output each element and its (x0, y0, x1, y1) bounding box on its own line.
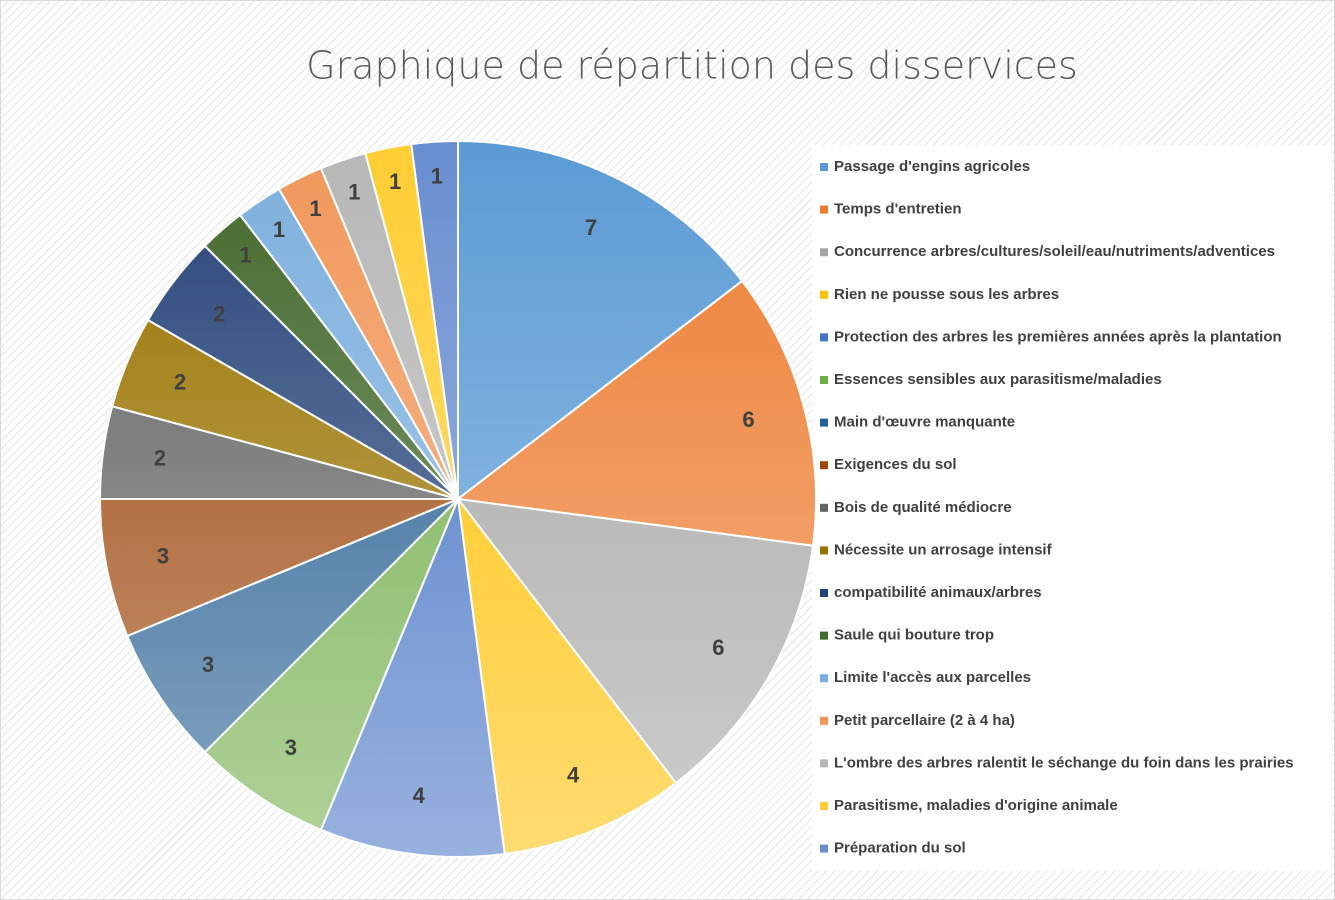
legend-label: compatibilité animaux/arbres (834, 584, 1042, 601)
legend-label: Petit parcellaire (2 à 4 ha) (834, 712, 1015, 729)
data-label: 3 (285, 735, 297, 760)
data-label: 1 (348, 180, 360, 205)
legend-swatch (820, 716, 828, 725)
data-label: 7 (585, 215, 597, 240)
data-label: 6 (712, 635, 724, 660)
legend-swatch (820, 759, 828, 768)
data-label: 4 (413, 783, 426, 808)
legend-swatch (820, 333, 828, 342)
legend-label: Bois de qualité médiocre (834, 499, 1012, 516)
legend-label: Exigences du sol (834, 456, 957, 473)
data-label: 4 (567, 763, 580, 788)
legend-label: Protection des arbres les premières anné… (834, 328, 1282, 345)
legend-swatch (820, 418, 828, 427)
legend-swatch (820, 290, 828, 299)
legend-label: Concurrence arbres/cultures/soleil/eau/n… (834, 243, 1275, 260)
data-label: 1 (239, 243, 251, 268)
legend-label: Limite l'accès aux parcelles (834, 669, 1031, 686)
legend-swatch (820, 503, 828, 512)
legend-box (812, 145, 1332, 871)
data-label: 6 (742, 407, 754, 432)
data-label: 2 (174, 370, 186, 395)
legend-label: Parasitisme, maladies d'origine animale (834, 797, 1118, 814)
legend-label: Essences sensibles aux parasitisme/malad… (834, 371, 1162, 388)
data-label: 2 (154, 446, 166, 471)
legend-swatch (820, 631, 828, 640)
data-label: 3 (202, 652, 214, 677)
data-label: 1 (389, 169, 401, 194)
legend-label: Temps d'entretien (834, 201, 961, 218)
legend-swatch (820, 205, 828, 214)
legend-swatch (820, 674, 828, 683)
legend-swatch (820, 163, 828, 171)
legend-label: Rien ne pousse sous les arbres (834, 286, 1059, 303)
legend-swatch (820, 376, 828, 384)
legend-swatch (820, 546, 828, 555)
data-label: 2 (213, 302, 225, 327)
legend-label: Main d'œuvre manquante (834, 414, 1015, 431)
legend-swatch (820, 589, 828, 597)
legend-swatch (820, 461, 828, 470)
legend-label: Passage d'engins agricoles (834, 158, 1030, 175)
legend-swatch (820, 844, 828, 853)
legend-label: Nécessite un arrosage intensif (834, 541, 1053, 558)
legend-label: L'ombre des arbres ralentit le séchange … (834, 754, 1294, 771)
chart-title: Graphique de répartition des disservices (306, 44, 1078, 88)
data-label: 1 (309, 196, 321, 221)
data-label: 1 (273, 217, 285, 242)
legend-swatch (820, 802, 828, 810)
legend-label: Saule qui bouture trop (834, 627, 994, 644)
legend-label: Préparation du sol (834, 840, 966, 857)
data-label: 1 (431, 163, 443, 188)
legend-swatch (820, 248, 828, 257)
data-label: 3 (157, 543, 169, 568)
